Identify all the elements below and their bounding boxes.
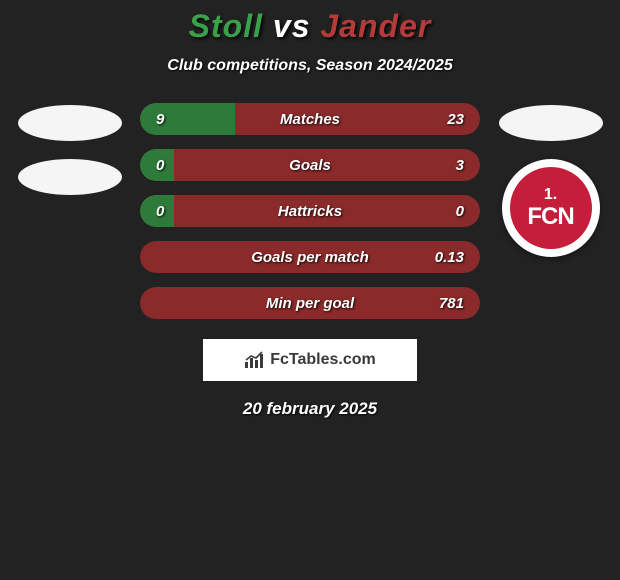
stat-bar-text: 9Matches23 bbox=[140, 103, 480, 135]
stat-label: Goals per match bbox=[140, 249, 480, 266]
stats-column: 9Matches23 0Goals3 0Hattricks0 Goals per ma… bbox=[140, 103, 480, 319]
stat-bar: Goals per match0.13 bbox=[140, 241, 480, 273]
stat-bar: 0Goals3 bbox=[140, 149, 480, 181]
club-badge-top-text: 1. bbox=[544, 187, 557, 203]
stat-label: Matches bbox=[140, 111, 480, 128]
stat-bar-text: 0Goals3 bbox=[140, 149, 480, 181]
left-column bbox=[17, 103, 122, 195]
stat-bar-text: 0Hattricks0 bbox=[140, 195, 480, 227]
watermark: FcTables.com bbox=[203, 339, 417, 381]
placeholder-oval bbox=[18, 159, 122, 195]
content-row: 9Matches23 0Goals3 0Hattricks0 Goals per ma… bbox=[0, 103, 620, 319]
date: 20 february 2025 bbox=[0, 399, 620, 419]
club-badge-inner: 1. FCN bbox=[510, 167, 592, 249]
stat-label: Goals bbox=[140, 157, 480, 174]
stat-bar-text: Goals per match0.13 bbox=[140, 241, 480, 273]
stat-bar: 9Matches23 bbox=[140, 103, 480, 135]
comparison-card: Stoll vs Jander Club competitions, Seaso… bbox=[0, 0, 620, 419]
chart-icon bbox=[244, 351, 266, 369]
subtitle: Club competitions, Season 2024/2025 bbox=[0, 57, 620, 75]
stat-label: Min per goal bbox=[140, 295, 480, 312]
watermark-text: FcTables.com bbox=[270, 351, 376, 369]
stat-bar: 0Hattricks0 bbox=[140, 195, 480, 227]
stat-bar: Min per goal781 bbox=[140, 287, 480, 319]
right-column: 1. FCN bbox=[498, 103, 603, 257]
vs-text: vs bbox=[263, 8, 320, 44]
placeholder-oval bbox=[18, 105, 122, 141]
page-title: Stoll vs Jander bbox=[0, 8, 620, 45]
club-badge: 1. FCN bbox=[502, 159, 600, 257]
player-left-name: Stoll bbox=[189, 8, 263, 44]
stat-label: Hattricks bbox=[140, 203, 480, 220]
placeholder-oval bbox=[499, 105, 603, 141]
player-right-name: Jander bbox=[320, 8, 431, 44]
stat-bar-text: Min per goal781 bbox=[140, 287, 480, 319]
club-badge-bottom-text: FCN bbox=[527, 205, 573, 229]
